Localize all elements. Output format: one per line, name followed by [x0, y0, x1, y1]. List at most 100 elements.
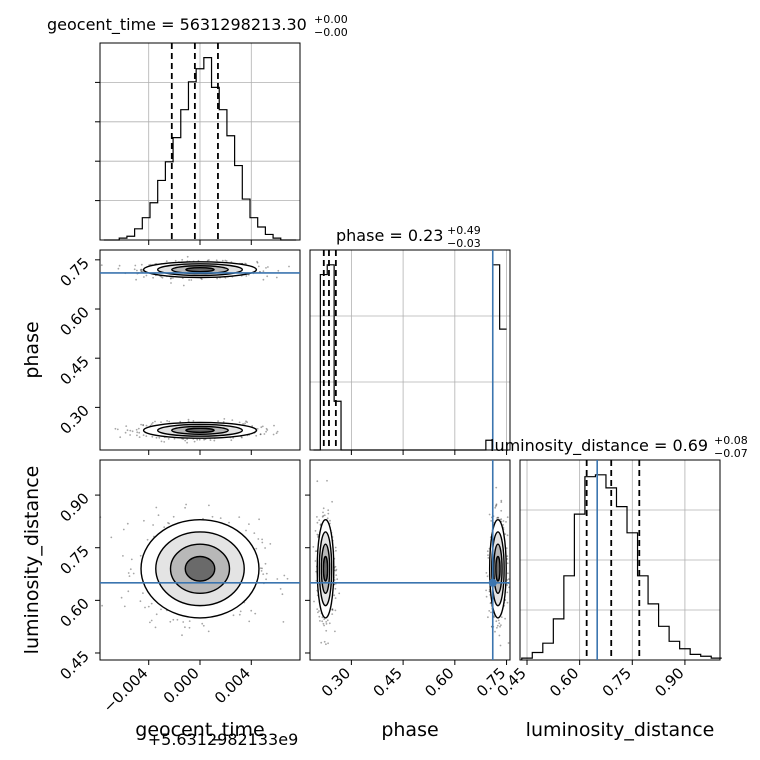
phase-vs-time-point [151, 421, 154, 424]
histogram-layer [103, 56, 722, 660]
distance-vs-phase-point [502, 524, 504, 526]
phase-vs-time-point [208, 259, 210, 261]
phase-vs-time-point [170, 282, 172, 284]
distance-vs-time-point [261, 541, 264, 544]
distance-vs-time-point [155, 613, 158, 616]
geocent-time-title: geocent_time = 5631298213.30 [47, 15, 307, 35]
luminosity-hist-bar [616, 507, 627, 660]
distance-vs-time-point [184, 506, 187, 509]
phase-vs-time-point [143, 276, 145, 278]
phase-vs-time-point [161, 276, 164, 279]
phase-vs-time-point [265, 430, 267, 433]
distance-vs-phase-point [325, 643, 327, 646]
distance-vs-time-point [208, 504, 210, 507]
distance-vs-phase-frame [309, 459, 511, 661]
phase-vs-time-point [119, 436, 122, 439]
distance-vs-time-point [282, 621, 285, 623]
distance-vs-phase-point [494, 505, 497, 508]
phase-vs-time-point [242, 423, 245, 425]
distance-vs-phase-point [313, 600, 315, 603]
distance-vs-phase-point [494, 506, 497, 509]
distance-vs-time-xtick-label: 0.004 [211, 664, 254, 707]
distance-vs-time-xtick-label: 0.000 [160, 664, 203, 707]
phase-vs-time-point [213, 439, 216, 442]
distance-vs-time-point [248, 523, 250, 525]
distance-vs-time-point [127, 572, 130, 574]
distance-vs-phase-point [318, 610, 320, 612]
distance-vs-phase-point [334, 597, 337, 599]
x-offset-label: +5.6312982133e9 [148, 730, 299, 749]
phase-hist-outline [313, 264, 507, 451]
geocent-time-hist-bar [181, 110, 189, 240]
distance-vs-phase-point [506, 562, 509, 565]
distance-vs-phase-point [334, 630, 336, 633]
distance-vs-phase-point [321, 515, 324, 518]
distance-vs-time-point [182, 621, 185, 623]
distance-vs-time-point [262, 573, 265, 575]
distance-vs-phase-point [325, 621, 328, 623]
distance-vs-phase-point [506, 534, 509, 537]
phase-vs-time-point [174, 259, 177, 262]
phase-vs-time-point [160, 440, 163, 443]
distance-vs-phase-point [496, 624, 499, 627]
phase-vs-time-frame [99, 249, 301, 451]
phase-vs-time-point [184, 439, 187, 442]
distance-vs-time-point [139, 554, 142, 557]
phase-vs-time-point [203, 438, 206, 441]
phase-vs-time-point [145, 435, 148, 437]
phase-vs-time-point [288, 265, 290, 268]
distance-vs-phase-point [318, 519, 321, 521]
phase-vs-time-point [246, 421, 249, 424]
distance-vs-phase-point [316, 608, 319, 610]
phase-vs-time-point [141, 270, 143, 273]
distance-vs-phase-point [336, 578, 339, 581]
phase-vs-time-point [181, 258, 184, 261]
distance-vs-time-point [127, 590, 130, 593]
distance-vs-phase-point [497, 619, 500, 622]
geocent-time-hist-bar [219, 110, 227, 240]
distance-vs-phase-point [318, 615, 321, 618]
distance-vs-time-point [168, 522, 171, 525]
distance-vs-phase-point [498, 622, 501, 625]
geocent-time-hist-outline [103, 56, 297, 241]
distance-vs-phase-point [326, 517, 329, 520]
phase-vs-time-point [172, 277, 174, 279]
phase-vs-time-point [165, 260, 168, 262]
luminosity-hist-bar [648, 604, 659, 660]
distance-vs-phase-point [312, 546, 315, 548]
phase-vs-time-point [245, 275, 248, 277]
distance-vs-time-point [279, 588, 282, 590]
distance-vs-phase-point [507, 572, 509, 575]
distance-vs-time-point [239, 610, 242, 613]
distance-vs-phase-point [485, 572, 488, 574]
distance-vs-phase-point [499, 644, 502, 647]
phase-vs-time-point [140, 423, 143, 426]
distance-vs-time-ytick-label: 0.90 [56, 489, 92, 525]
phase-vs-time-point [151, 435, 154, 438]
distance-vs-time-point [167, 522, 169, 524]
phase-vs-time-point [154, 420, 156, 423]
phase-vs-time-point [223, 418, 226, 420]
distance-vs-phase-point [328, 622, 331, 625]
phase-title-sub: −0.03 [447, 237, 481, 250]
luminosity-hist-bar [680, 649, 691, 660]
distance-vs-time-point [176, 618, 179, 621]
geocent-time-hist-bar [142, 218, 150, 240]
distance-vs-time-point [142, 592, 144, 594]
phase-hist-bar [500, 329, 507, 450]
distance-vs-time-point [101, 604, 103, 607]
distance-vs-time-point [276, 578, 279, 580]
distance-vs-phase-point [331, 613, 334, 615]
phase-vs-time-point [257, 265, 260, 268]
distance-vs-phase-point [323, 618, 326, 620]
distance-vs-phase-point [316, 521, 319, 524]
geocent-time-hist-bar [265, 234, 273, 240]
distance-vs-phase-point [321, 620, 324, 623]
distance-vs-time-point [152, 524, 155, 526]
distance-vs-phase-point [334, 569, 337, 572]
distance-vs-phase-point [506, 558, 509, 560]
phase-vs-time-contour [185, 267, 215, 273]
ylabel-luminosity-distance: luminosity_distance [21, 466, 43, 655]
distance-vs-phase-point [331, 609, 334, 611]
phase-vs-time-point [188, 279, 191, 281]
